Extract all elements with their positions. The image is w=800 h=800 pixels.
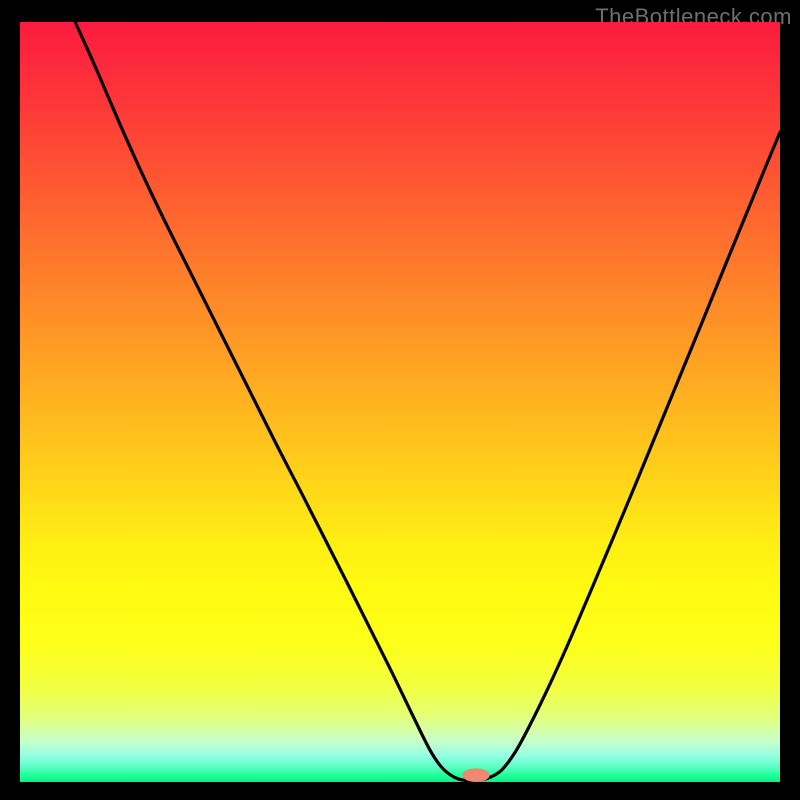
- optimal-point-marker: [462, 768, 489, 782]
- bottleneck-chart: [20, 22, 780, 782]
- gradient-background: [20, 22, 780, 782]
